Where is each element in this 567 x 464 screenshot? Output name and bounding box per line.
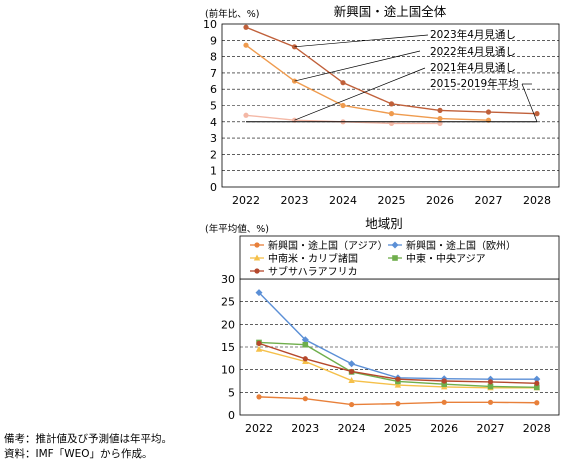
- x-tick-label: 2024: [329, 194, 357, 207]
- data-point: [340, 102, 346, 109]
- data-point: [243, 42, 249, 48]
- x-tick-label: 2025: [378, 194, 406, 207]
- data-point: [485, 109, 492, 115]
- x-tick-label: 2022: [245, 422, 273, 435]
- data-point: [349, 368, 355, 375]
- data-point: [302, 356, 308, 362]
- data-point: [243, 112, 249, 118]
- y-axis-label: (前年比、%): [205, 8, 259, 20]
- legend-marker: [391, 241, 399, 249]
- data-point: [302, 396, 308, 402]
- data-point: [349, 401, 355, 408]
- y-tick-label: 9: [210, 34, 217, 47]
- footnotes: 備考：推計値及び予測値は年平均。 資料：IMF「WEO」から作成。: [4, 432, 172, 462]
- y-tick-label: 25: [221, 296, 235, 309]
- legend-entry: 新興国・途上国（欧州）: [406, 239, 516, 252]
- note-source: 資料：IMF「WEO」から作成。: [4, 448, 153, 460]
- x-tick-label: 2027: [477, 422, 505, 435]
- data-point: [394, 381, 402, 388]
- data-point: [348, 360, 356, 368]
- series-line: [258, 292, 537, 380]
- x-tick-label: 2025: [384, 422, 412, 435]
- legend-entry: 中東・中央アジア: [406, 252, 486, 265]
- series-label: 2023年4月見通し: [430, 28, 516, 41]
- data-point: [487, 399, 494, 405]
- legend-entry: 中南米・カリブ諸国: [268, 252, 358, 265]
- callout-line: [294, 67, 426, 121]
- data-point: [388, 111, 395, 117]
- y-tick-label: 30: [221, 273, 235, 286]
- chart-title: 新興国・途上国全体: [334, 4, 447, 19]
- data-point: [256, 394, 262, 400]
- y-tick-label: 6: [210, 83, 217, 96]
- x-tick-label: 2028: [523, 422, 551, 435]
- note-remark: 備考：推計値及び予測値は年平均。: [4, 433, 172, 445]
- data-point: [437, 107, 443, 113]
- series-label: 2021年4月見通し: [430, 61, 516, 74]
- x-tick-label: 2023: [291, 422, 319, 435]
- x-tick-label: 2023: [281, 194, 309, 207]
- y-tick-label: 15: [221, 341, 235, 354]
- y-tick-label: 8: [210, 51, 217, 64]
- callout-line: [294, 50, 421, 82]
- y-tick-label: 20: [221, 318, 235, 331]
- data-point: [301, 336, 309, 344]
- y-tick-label: 0: [228, 409, 235, 422]
- y-tick-label: 2: [210, 148, 217, 161]
- data-point: [487, 379, 494, 385]
- data-point: [534, 111, 540, 117]
- data-point: [395, 376, 401, 382]
- x-tick-label: 2027: [475, 194, 503, 207]
- y-tick-label: 4: [210, 116, 217, 129]
- series-label: 2022年4月見通し: [430, 45, 516, 58]
- data-point: [255, 345, 263, 352]
- chart-overall: 0 1 2 3 4 5 6 7 8 9 10 2022 2023 2024 2025 2026 2027 2028…: [203, 4, 560, 207]
- data-point: [255, 289, 263, 297]
- data-point: [534, 384, 540, 391]
- data-point: [243, 24, 249, 30]
- data-point: [441, 381, 447, 387]
- data-point: [388, 101, 395, 107]
- y-tick-label: 7: [210, 67, 217, 80]
- data-point: [487, 383, 494, 390]
- callout-line: [521, 83, 538, 122]
- data-point: [302, 341, 309, 348]
- chart-title: 地域別: [365, 216, 403, 231]
- legend-entry: 新興国・途上国（アジア）: [268, 239, 388, 252]
- x-tick-label: 2024: [338, 422, 366, 435]
- data-point: [441, 378, 447, 384]
- legend-entry: サブサハラアフリカ: [268, 265, 358, 278]
- series-label: 2015-2019年平均: [430, 77, 519, 90]
- x-tick-label: 2026: [426, 194, 454, 207]
- data-point: [534, 380, 540, 386]
- data-point: [441, 399, 447, 405]
- callout-line: [294, 34, 429, 48]
- x-tick-label: 2022: [232, 194, 260, 207]
- data-point: [348, 377, 355, 384]
- y-tick-label: 10: [221, 364, 235, 377]
- data-point: [256, 340, 262, 346]
- data-point: [437, 115, 443, 122]
- y-tick-label: 0: [210, 181, 217, 194]
- legend-marker: [254, 242, 260, 248]
- x-tick-label: 2026: [430, 422, 458, 435]
- y-tick-label: 10: [203, 18, 217, 31]
- y-axis-label: (年平均値、%): [205, 223, 269, 235]
- y-tick-label: 5: [228, 386, 235, 399]
- y-tick-label: 5: [210, 100, 217, 113]
- legend-marker: [253, 254, 261, 261]
- legend-marker: [254, 268, 260, 274]
- data-point: [534, 400, 540, 406]
- y-tick-label: 1: [210, 165, 217, 178]
- series-line: [245, 44, 489, 121]
- data-point: [533, 375, 541, 383]
- y-tick-label: 3: [210, 132, 217, 145]
- x-tick-label: 2028: [523, 194, 551, 207]
- data-point: [340, 80, 346, 86]
- data-point: [395, 401, 401, 407]
- legend-marker: [392, 255, 398, 261]
